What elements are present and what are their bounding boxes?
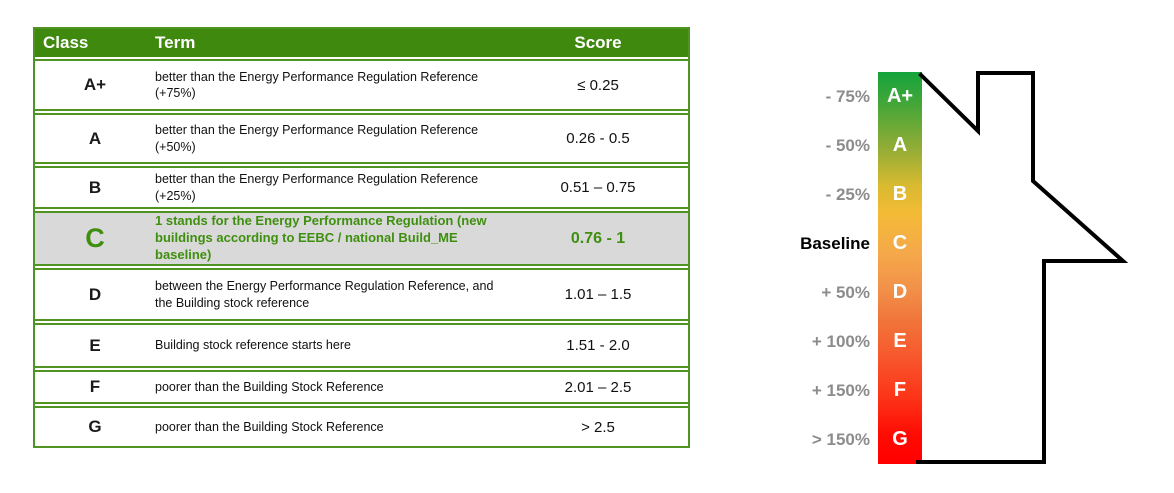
score-cell: 1.51 - 2.0 [566,337,630,354]
class-cell: B [88,177,102,197]
term-cell: between the Energy Performance Regulatio… [155,279,494,310]
table-row-b: B better than the Energy Performance Reg… [35,166,688,209]
term-cell: 1 stands for the Energy Performance Regu… [155,213,487,262]
scale-label-baseline: Baseline [800,233,870,253]
scale-letter-b: B [892,183,908,205]
class-cell: G [88,417,102,436]
scale-letter-f: F [893,379,907,401]
score-cell: 1.01 – 1.5 [564,286,632,303]
class-cell: C [85,223,105,253]
table-row-c-baseline: C 1 stands for the Energy Performance Re… [35,211,688,266]
term-cell: Building stock reference starts here [155,338,351,353]
class-cell: E [89,335,101,355]
table-row-e: E Building stock reference starts here 1… [35,323,688,368]
term-cell: poorer than the Building Stock Reference [155,379,384,394]
term-cell: better than the Energy Performance Regul… [155,69,479,100]
scale-label-minus-25: - 25% [825,184,870,204]
scale-label-plus-150: + 150% [811,380,870,400]
term-cell: poorer than the Building Stock Reference [155,419,384,434]
table-row-d: D between the Energy Performance Regulat… [35,268,688,321]
score-cell: > 2.5 [581,418,615,436]
table-row-f: F poorer than the Building Stock Referen… [35,370,688,404]
class-cell: F [89,377,101,396]
score-cell: 2.01 – 2.5 [564,378,632,396]
score-cell: 0.76 - 1 [570,229,626,247]
header-cell-class: Class [43,33,89,52]
header-cell-term: Term [155,33,196,52]
class-cell: D [88,284,102,304]
term-cell: better than the Energy Performance Regul… [155,172,479,203]
header-cell-score: Score [574,33,622,52]
score-cell: 0.51 – 0.75 [560,179,636,196]
scale-letter-e: E [893,330,907,352]
scale-label-minus-50: - 50% [825,135,870,155]
scale-letter-g: G [892,428,908,450]
scale-label-plus-100: + 100% [811,331,870,351]
score-cell: 0.26 - 0.5 [566,130,630,147]
scale-label-plus-50: + 50% [821,282,870,302]
table-row-a: A better than the Energy Performance Reg… [35,113,688,164]
term-cell: better than the Energy Performance Regul… [155,123,479,154]
scale-letter-d: D [892,281,908,303]
table-row-a-plus: A+ better than the Energy Performance Re… [35,59,688,111]
energy-class-table: Class Term Score A+ better than the Ener… [33,27,690,448]
scale-label-gt-150: > 150% [811,429,870,449]
score-cell: ≤ 0.25 [577,76,619,94]
scale-letter-c: C [892,232,908,254]
rating-scale: - 75% - 50% - 25% Baseline + 50% + 100% … [782,72,922,464]
class-cell: A [88,128,102,148]
scale-letter-a: A [892,134,908,156]
scale-letter-a-plus: A+ [886,85,914,107]
scale-label-minus-75: - 75% [825,86,870,106]
table-row-g: G poorer than the Building Stock Referen… [35,406,688,446]
scale-labels-column: - 75% - 50% - 25% Baseline + 50% + 100% … [782,72,870,464]
energy-gradient-bar: A+ A B C D E F G [878,72,922,464]
table-header-row: Class Term Score [35,29,688,57]
class-cell: A+ [83,75,107,94]
